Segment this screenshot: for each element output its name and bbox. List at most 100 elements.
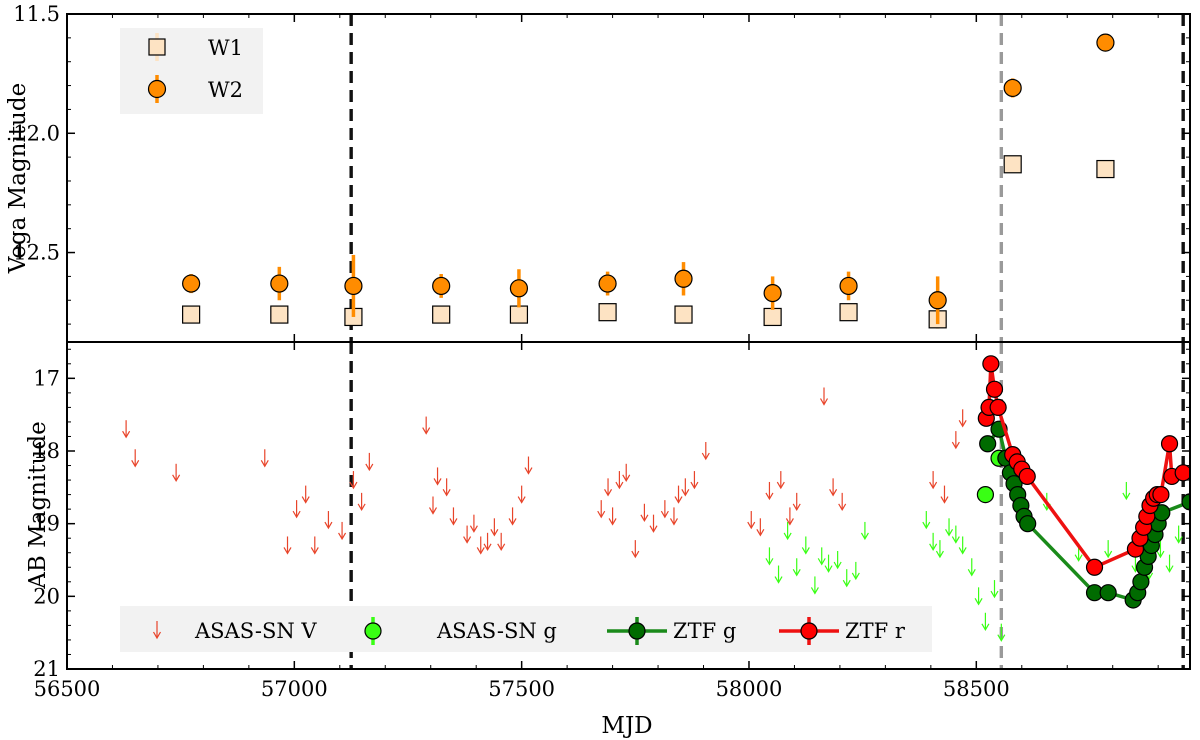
asas-sn-v-limit-head xyxy=(301,496,310,504)
legend-ztf-g-label: ZTF g xyxy=(673,619,736,643)
asas-sn-v-limit xyxy=(131,449,140,468)
x-tick-label: 56500 xyxy=(34,677,101,701)
asas-sn-v-limit-head xyxy=(829,489,838,497)
asas-sn-v-limit xyxy=(701,442,710,461)
legend-asas-sn-v-label: ASAS-SN V xyxy=(194,619,317,643)
legend-asas-sn-g-label: ASAS-SN g xyxy=(436,619,557,643)
ztf-g-point xyxy=(979,435,997,453)
asas-sn-v-limit xyxy=(604,478,613,497)
asas-sn-g-limit-head xyxy=(824,565,833,573)
asas-sn-v-limit-head xyxy=(951,441,960,450)
asas-sn-v-limit xyxy=(442,478,451,497)
asas-sn-v-limit xyxy=(776,471,785,490)
asas-sn-v-limit xyxy=(940,485,949,504)
asas-sn-v-limit xyxy=(674,485,683,504)
ztf-r-point xyxy=(1152,486,1170,504)
asas-sn-v-limit xyxy=(690,471,699,490)
asas-sn-v-limit xyxy=(463,525,472,544)
asas-sn-g-point xyxy=(976,486,995,504)
legend-ztf-r-marker xyxy=(800,622,818,640)
x-tick-label: 57000 xyxy=(261,677,328,701)
asas-sn-g-limit-head xyxy=(774,576,783,584)
bottom-legend: ASAS-SN V ASAS-SN g ZTF g ZTF r xyxy=(120,606,932,652)
w2-point xyxy=(763,283,782,303)
asas-sn-v-limit-head xyxy=(669,518,678,526)
asas-sn-g-limit-head xyxy=(1122,492,1131,501)
asas-sn-v-limit xyxy=(422,416,431,435)
legend-asas-sn-v-marker xyxy=(152,621,162,640)
asas-sn-g-limit xyxy=(951,525,960,544)
asas-sn-v-limit xyxy=(449,507,458,526)
asas-sn-v-limit xyxy=(122,420,131,439)
asas-sn-g-limit xyxy=(1122,481,1131,501)
asas-sn-v-limit xyxy=(497,532,506,552)
ztf-g-point xyxy=(1099,584,1117,602)
bottom-y-tick-label: 18 xyxy=(33,439,60,463)
bottom-y-axis-title: AB Magnitude xyxy=(25,421,51,589)
series-asas-sn-v xyxy=(122,387,967,559)
asas-sn-v-limit-head xyxy=(792,503,801,512)
asas-sn-v-limit-head xyxy=(131,459,140,468)
w2-point xyxy=(432,276,451,296)
asas-sn-v-limit-head xyxy=(631,550,640,559)
asas-sn-v-limit-head xyxy=(524,467,533,475)
asas-sn-v-limit xyxy=(838,492,847,512)
w2-point xyxy=(928,291,947,310)
asas-sn-v-limit-head xyxy=(476,547,485,555)
asas-sn-v-limit-head xyxy=(365,463,374,472)
asas-sn-g-limit-head xyxy=(929,543,938,552)
asas-sn-g-limit-head xyxy=(1104,550,1113,559)
asas-sn-g-limit-head xyxy=(842,579,851,588)
asas-sn-v-limit xyxy=(615,471,624,490)
asas-sn-v-limit-head xyxy=(463,536,472,544)
legend-ztf-g-marker xyxy=(628,622,646,640)
asas-sn-v-limit-head xyxy=(747,521,756,530)
asas-sn-v-limit-head xyxy=(497,543,506,552)
asas-sn-g-limit-head xyxy=(1074,554,1083,562)
asas-sn-v-limit-head xyxy=(349,481,358,490)
legend-w2-marker xyxy=(147,79,167,99)
x-tick-label: 58500 xyxy=(943,677,1010,701)
top-y-tick-label: 12.5 xyxy=(13,241,60,265)
asas-sn-g-limit xyxy=(851,561,860,581)
asas-sn-v-limit-head xyxy=(690,481,699,490)
asas-sn-v-limit-head xyxy=(292,510,301,519)
asas-sn-v-limit xyxy=(829,478,838,497)
w1-point xyxy=(509,305,529,324)
w1-point xyxy=(1003,155,1022,174)
w1-point xyxy=(763,307,782,327)
asas-sn-g-limit-head xyxy=(810,587,819,595)
asas-sn-v-limit-head xyxy=(785,518,794,526)
asas-sn-v-limit xyxy=(433,467,442,486)
asas-sn-v-limit-head xyxy=(838,503,847,512)
w1-point xyxy=(432,305,451,324)
asas-sn-g-limit xyxy=(860,521,869,541)
w1-point xyxy=(182,305,201,324)
asas-sn-v-limit-head xyxy=(640,514,649,522)
asas-sn-v-limit xyxy=(324,511,333,530)
asas-sn-v-limit-head xyxy=(604,489,613,497)
ztf-r-point xyxy=(1174,464,1190,482)
asas-sn-g-limit xyxy=(833,551,842,570)
asas-sn-v-limit-head xyxy=(597,510,606,519)
w2-point xyxy=(598,274,617,293)
asas-sn-g-limit xyxy=(824,554,833,573)
w2-point xyxy=(270,274,289,293)
asas-sn-g-limit-head xyxy=(997,634,1006,642)
asas-sn-g-limit xyxy=(1156,540,1165,559)
asas-sn-v-limit xyxy=(292,500,301,519)
asas-sn-g-limit xyxy=(774,565,783,584)
w1-point xyxy=(674,305,693,324)
bottom-axes-frame xyxy=(66,341,1191,670)
bottom-y-tick-label: 21 xyxy=(33,657,60,681)
asas-sn-v-limit-head xyxy=(172,474,181,482)
asas-sn-v-limit-head xyxy=(674,496,683,504)
legend-w1-marker xyxy=(148,38,166,56)
series-w2 xyxy=(182,33,1115,325)
asas-sn-v-limit xyxy=(301,485,310,504)
asas-sn-v-limit-head xyxy=(615,481,624,490)
asas-sn-v-limit-head xyxy=(338,532,347,541)
asas-sn-v-limit xyxy=(765,481,774,501)
asas-sn-v-limit xyxy=(172,463,181,482)
w2-point xyxy=(674,269,693,288)
